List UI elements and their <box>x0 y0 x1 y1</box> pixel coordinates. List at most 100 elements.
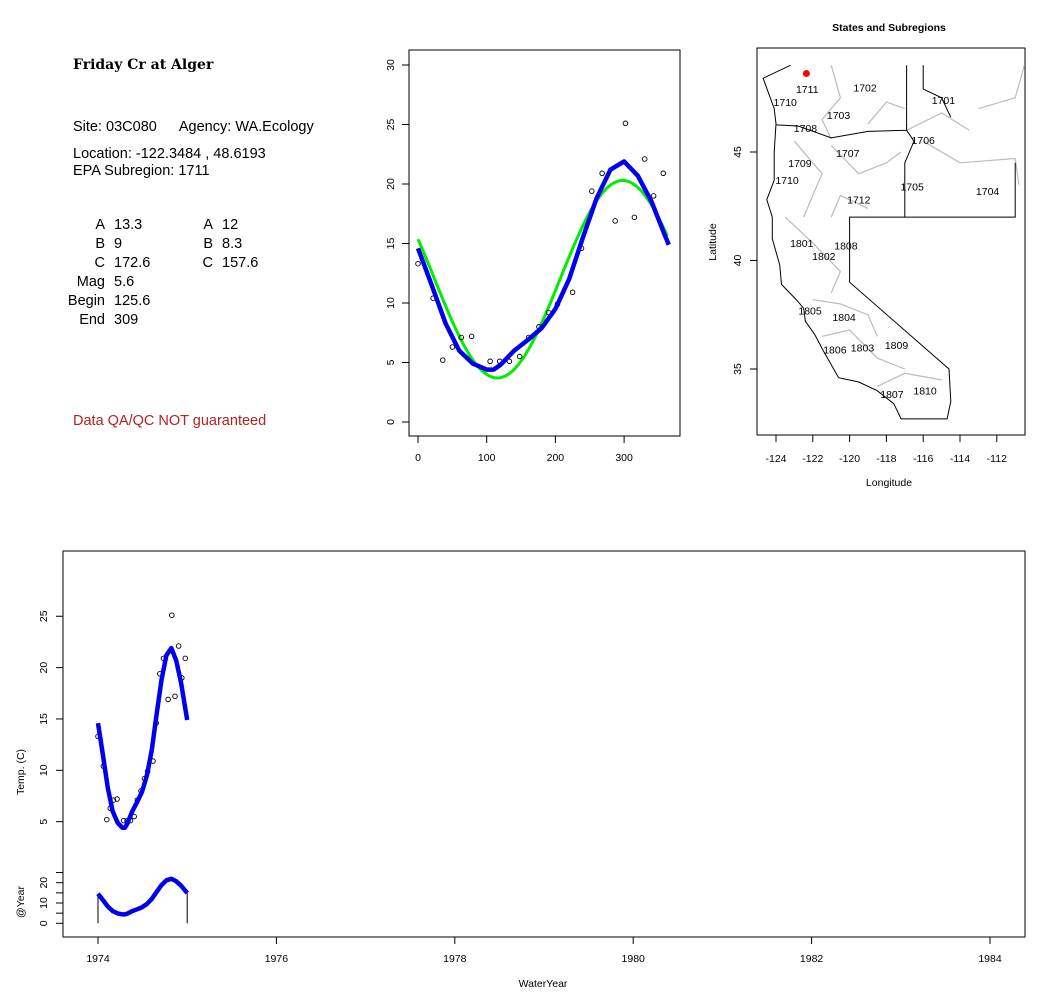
subregion-label: 1710 <box>774 97 798 109</box>
y-tick-label: 15 <box>38 713 50 725</box>
y-tick-label: 10 <box>385 297 397 309</box>
temperature-line <box>95 645 190 831</box>
subregion-label: 1711 <box>796 84 819 96</box>
subregion-label: 1706 <box>912 135 936 147</box>
subregion-boundary <box>830 145 902 175</box>
y-tick-label: 25 <box>385 119 397 131</box>
subregion-boundary <box>978 65 1025 110</box>
wa-or-border <box>775 65 908 139</box>
param-row: Begin 125.6 <box>60 293 150 309</box>
subregion-boundary <box>922 140 1020 185</box>
data-point <box>650 193 657 199</box>
subregion-label: 1707 <box>836 148 860 160</box>
data-point <box>569 289 576 296</box>
data-point <box>458 334 465 341</box>
subregion-label: 1806 <box>823 344 847 356</box>
param-row: End 309 <box>60 312 138 328</box>
x-tick-label: -120 <box>839 453 860 465</box>
map-title: States and Subregions <box>832 22 946 34</box>
subregion-boundary <box>867 101 905 125</box>
y-tick-label: 10 <box>38 764 50 776</box>
param-row: Mag 5.6 <box>60 274 134 290</box>
param-value: 8.3 <box>222 236 243 252</box>
site-marker <box>802 69 810 77</box>
x-tick-label: 1980 <box>622 953 646 965</box>
data-point <box>175 643 182 649</box>
y-tick-label: 0 <box>385 419 397 425</box>
param-label: A <box>95 217 105 233</box>
x-tick-label: -112 <box>987 453 1007 465</box>
data-point <box>169 612 175 618</box>
data-point <box>114 796 120 802</box>
y-tick-label: 35 <box>732 363 744 375</box>
param-label: A <box>203 217 213 233</box>
y-tick-label: 20 <box>385 178 397 190</box>
param-label: B <box>203 236 213 252</box>
x-tick-label: -116 <box>913 453 933 465</box>
x-tick-label: -118 <box>876 453 896 465</box>
subregion-label: 1710 <box>775 175 799 187</box>
timeseries-frame <box>62 550 1026 938</box>
subregion-label: 1803 <box>851 342 875 354</box>
smooth-fit-line <box>415 159 671 372</box>
location-label: Location: <box>73 146 132 162</box>
param-value: 5.6 <box>114 274 135 290</box>
x-tick-label: 200 <box>547 452 565 464</box>
x-tick-label: 1984 <box>978 953 1002 965</box>
data-point <box>516 353 523 360</box>
y-tick-label: 40 <box>732 255 744 267</box>
y-tick-label: 25 <box>38 610 50 622</box>
data-point <box>468 333 475 340</box>
data-point <box>415 260 421 267</box>
x-tick-label: 300 <box>615 452 633 464</box>
or-id-border <box>904 130 915 218</box>
subregion-boundary <box>821 65 842 140</box>
id-mt-border <box>922 65 952 118</box>
param-row: A 12 <box>168 217 238 233</box>
x-tick-label: 1974 <box>86 953 110 965</box>
param-value: 157.6 <box>222 255 259 271</box>
param-value: 172.6 <box>114 255 151 271</box>
param-value: 9 <box>114 236 123 252</box>
subregion-value: 1711 <box>178 163 210 179</box>
y2-tick-label: 20 <box>38 877 50 889</box>
param-row: C 172.6 <box>60 255 151 271</box>
data-point <box>612 218 618 224</box>
agency-value: WA.Ecology <box>235 119 314 135</box>
annual-curve-line <box>96 876 189 917</box>
subregion-boundary <box>793 140 823 218</box>
x-tick-label: -122 <box>802 453 823 465</box>
y-tick-label: 45 <box>732 146 744 158</box>
x-tick-label: -124 <box>765 453 786 465</box>
x-tick-label: 1978 <box>443 953 467 965</box>
subregion-label: EPA Subregion: <box>73 163 175 179</box>
data-point <box>589 188 595 194</box>
subregion-line: EPA Subregion: 1711 <box>73 163 210 179</box>
param-value: 309 <box>114 312 139 328</box>
param-row: B 8.3 <box>168 236 242 252</box>
param-row: A 13.3 <box>60 217 142 233</box>
plot-frame <box>408 49 681 437</box>
data-point <box>172 693 178 700</box>
data-point <box>641 156 648 162</box>
param-label: End <box>79 312 105 328</box>
data-point <box>165 696 171 703</box>
param-label: Begin <box>67 293 105 309</box>
data-point <box>599 170 605 177</box>
site-line: Site: 03C080 Agency: WA.Ecology <box>73 119 314 135</box>
y2-tick-label: 0 <box>38 920 50 926</box>
y-tick-label: 5 <box>38 819 50 825</box>
subregion-boundary <box>830 194 869 218</box>
subregion-boundary <box>812 299 878 337</box>
agency-label: Agency: <box>178 119 232 135</box>
subregion-boundary <box>821 329 906 370</box>
subregion-label: 1802 <box>812 251 836 263</box>
y-axis-label: Temp. (C) <box>15 749 27 795</box>
y2-tick-label: 10 <box>38 897 50 909</box>
x-axis-label: Longitude <box>866 477 912 489</box>
subregion-label: 1810 <box>913 386 937 398</box>
y-tick-label: 5 <box>385 359 397 365</box>
subregion-label: 1701 <box>932 95 956 107</box>
data-point <box>449 344 456 350</box>
subregion-label: 1808 <box>834 240 858 252</box>
